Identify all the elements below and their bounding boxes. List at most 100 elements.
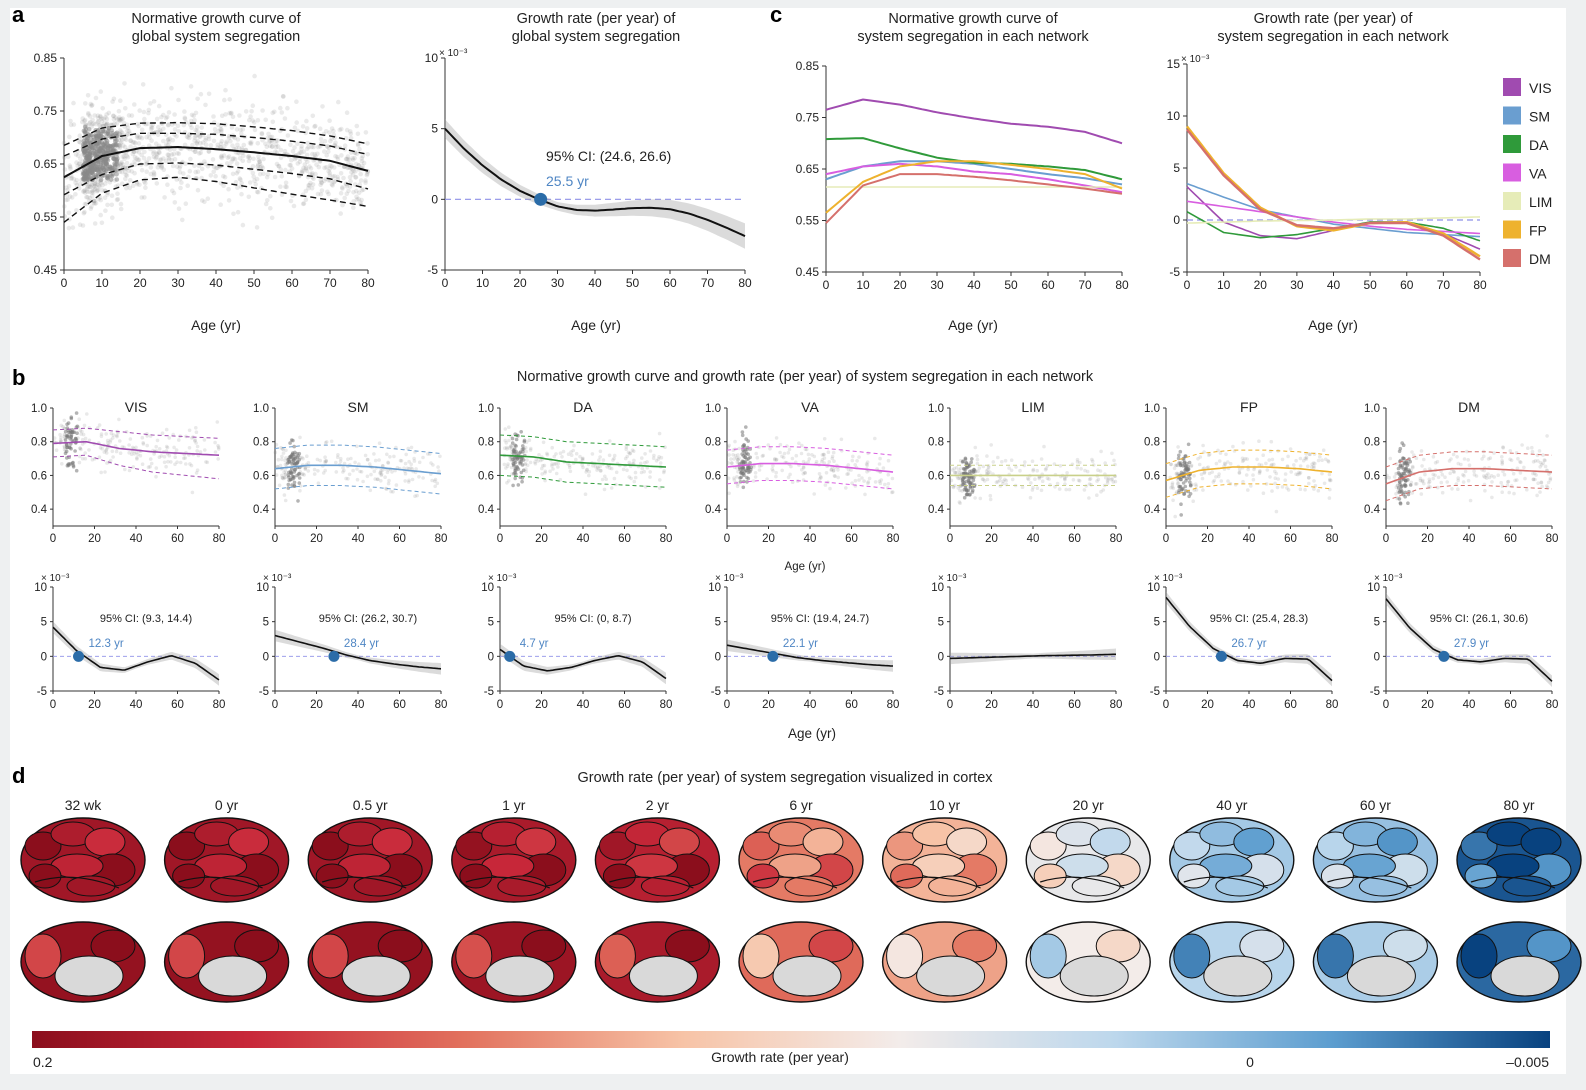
- scatter-point: [111, 116, 117, 122]
- scatter-point: [949, 478, 954, 483]
- scatter-point: [1540, 484, 1544, 489]
- scatter-point: [305, 454, 309, 459]
- scatter-point: [148, 165, 154, 170]
- scatter-point: [174, 448, 179, 452]
- scatter-point: [560, 455, 564, 459]
- scatter-point: [120, 131, 125, 136]
- scatter-point: [80, 437, 85, 442]
- x-tick-label: 0: [1163, 699, 1169, 711]
- scatter-point: [583, 492, 588, 497]
- scatter-point: [757, 468, 762, 472]
- scatter-point: [122, 136, 127, 141]
- scatter-point: [101, 128, 107, 134]
- y-tick-label: 0.4: [1144, 504, 1161, 516]
- scatter-point: [1418, 478, 1423, 483]
- brain-medial: [451, 921, 577, 1003]
- scatter-point: [82, 209, 87, 215]
- scatter-point: [836, 475, 840, 480]
- scatter-point: [1251, 477, 1256, 482]
- scatter-point: [195, 187, 201, 193]
- x-tick-label: 40: [577, 699, 590, 711]
- scatter-point: [1518, 471, 1523, 475]
- scatter-point: [103, 208, 108, 213]
- scatter-point: [100, 182, 105, 188]
- scatter-point: [288, 477, 293, 482]
- scatter-point: [528, 460, 533, 465]
- region-lateral: [497, 875, 547, 897]
- scatter-point: [251, 174, 256, 180]
- scatter-point: [198, 91, 204, 97]
- scatter-point: [807, 457, 812, 461]
- scatter-point: [1398, 501, 1403, 505]
- scatter-point: [1519, 460, 1523, 465]
- scatter-point: [291, 203, 297, 209]
- brain-medial: [20, 921, 146, 1003]
- scatter-point: [386, 460, 390, 465]
- legend-label-dm: DM: [1529, 251, 1551, 267]
- scatter-point: [266, 131, 271, 137]
- scatter-point: [1535, 493, 1539, 498]
- scatter-point: [246, 154, 252, 159]
- y-tick-label: 0.6: [705, 470, 721, 482]
- scatter-point: [1307, 481, 1311, 486]
- age-label: 0 yr: [215, 797, 239, 813]
- scatter-point: [1461, 473, 1465, 477]
- scatter-point: [112, 178, 118, 183]
- scatter-point: [1179, 502, 1183, 507]
- scatter-point: [1467, 463, 1472, 468]
- scatter-point: [885, 486, 890, 490]
- scatter-point: [148, 464, 152, 469]
- scatter-point: [519, 430, 523, 434]
- y-tick-label: 0.8: [31, 437, 47, 449]
- scatter-point: [194, 471, 199, 475]
- scatter-point: [105, 438, 110, 443]
- region-lateral: [890, 863, 924, 889]
- scatter-point: [774, 470, 778, 475]
- scatter-point: [255, 118, 261, 123]
- scatter-point: [973, 469, 977, 474]
- scatter-point: [1183, 484, 1188, 489]
- network-title: LIM: [1021, 399, 1044, 415]
- scatter-point: [514, 437, 519, 442]
- scatter-point: [324, 165, 329, 170]
- y-tick-label: 0.6: [1364, 470, 1380, 482]
- scatter-point: [92, 182, 98, 187]
- brain-medial: [1025, 921, 1151, 1003]
- scatter-point: [574, 451, 579, 456]
- scatter-point: [303, 466, 308, 471]
- x-tick-label: 80: [213, 699, 226, 711]
- scatter-point: [1292, 463, 1296, 467]
- scatter-point: [98, 212, 103, 218]
- scatter-point: [568, 469, 573, 474]
- scatter-point: [78, 428, 83, 433]
- x-tick-label: 40: [1027, 699, 1040, 711]
- scatter-point: [390, 470, 394, 474]
- scatter-point: [84, 194, 89, 200]
- scatter-point: [179, 180, 184, 185]
- scatter-point: [1077, 479, 1082, 483]
- scatter-point: [1301, 458, 1306, 463]
- scatter-point: [334, 144, 339, 150]
- scatter-point: [986, 471, 990, 475]
- scatter-point: [324, 459, 329, 463]
- scatter-point: [986, 468, 990, 472]
- scatter-point: [255, 189, 261, 195]
- scatter-point: [355, 467, 359, 471]
- scatter-point: [164, 464, 168, 469]
- scatter-point: [1087, 496, 1091, 500]
- x-tick-label: 50: [247, 276, 261, 290]
- chart-title: system segregation in each network: [857, 29, 1089, 45]
- scatter-point: [110, 99, 115, 104]
- scatter-point: [283, 167, 288, 173]
- region-lateral: [784, 875, 834, 897]
- scatter-point: [118, 206, 124, 212]
- y-tick-label: 0.55: [796, 214, 820, 228]
- scatter-point: [241, 153, 246, 158]
- scatter-point: [1408, 483, 1413, 487]
- x-tick-label: 0: [61, 276, 68, 290]
- scatter-point: [213, 450, 218, 454]
- scatter-point: [92, 180, 97, 185]
- x-tick-label: 60: [171, 699, 184, 711]
- scatter-point: [996, 479, 1000, 484]
- scatter-point: [850, 458, 855, 463]
